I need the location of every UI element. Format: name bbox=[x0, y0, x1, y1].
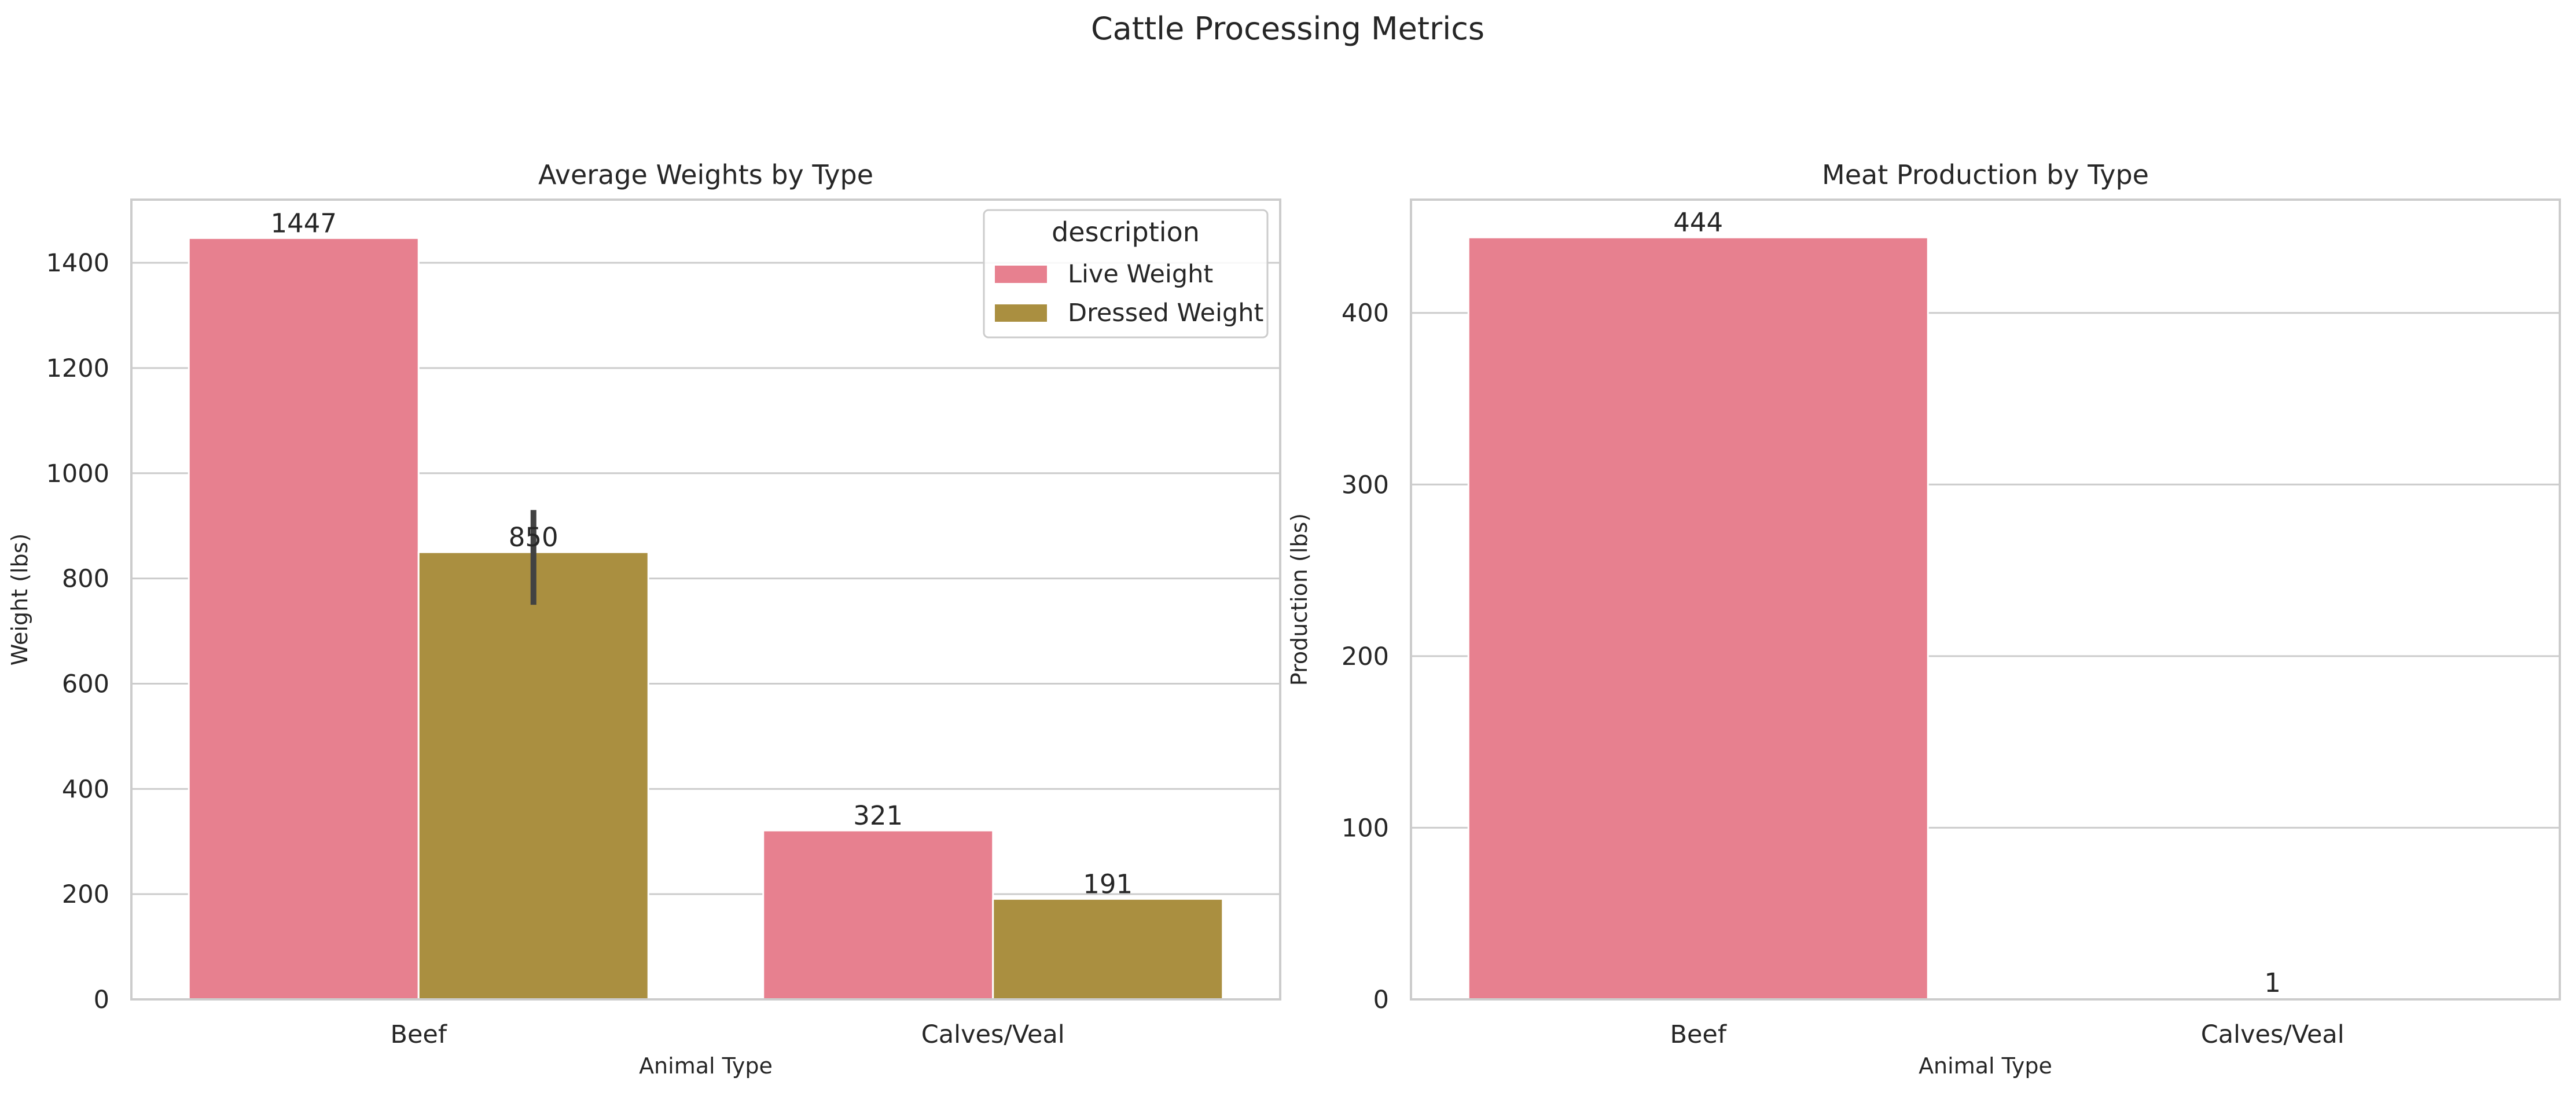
legend-box bbox=[983, 209, 1269, 339]
x-tick-label: Beef bbox=[1670, 1020, 1726, 1049]
y-tick-label: 0 bbox=[94, 985, 109, 1014]
chart-title: Meat Production by Type bbox=[1822, 159, 2149, 190]
y-axis-label: Weight (lbs) bbox=[7, 534, 32, 666]
legend-swatch bbox=[995, 266, 1047, 283]
legend-label: Dressed Weight bbox=[1068, 299, 1263, 328]
bar-value-label: 850 bbox=[509, 522, 558, 553]
y-tick-label: 200 bbox=[62, 880, 109, 909]
production-chart: 0 100 200 300 400 444 1 Beef Calves/Veal Meat Pro… bbox=[1287, 159, 2561, 1079]
y-tick-label: 1200 bbox=[46, 354, 109, 383]
y-tick-label: 400 bbox=[62, 775, 109, 804]
y-tick-label: 1400 bbox=[46, 249, 109, 278]
axes-frame bbox=[130, 198, 1281, 1001]
x-tick-label: Calves/Veal bbox=[2201, 1020, 2345, 1049]
x-tick-label: Calves/Veal bbox=[921, 1020, 1065, 1049]
y-axis-label: Production (lbs) bbox=[1287, 513, 1312, 686]
weights-chart: 0 200 400 600 800 1000 1200 1400 1447 321 850 191 Be… bbox=[7, 159, 1281, 1079]
y-tick-label: 200 bbox=[1342, 642, 1389, 671]
bar-value-label: 191 bbox=[1083, 869, 1133, 899]
y-tick-label: 600 bbox=[62, 670, 109, 698]
bar-value-label: 1447 bbox=[270, 208, 337, 238]
x-tick-label: Beef bbox=[390, 1020, 447, 1049]
bar bbox=[417, 551, 649, 1001]
y-tick-label: 800 bbox=[62, 565, 109, 594]
y-tick-label: 100 bbox=[1342, 814, 1389, 843]
legend-title: description bbox=[1052, 216, 1200, 248]
bar-value-label: 1 bbox=[2264, 968, 2281, 998]
chart-title: Average Weights by Type bbox=[538, 159, 873, 190]
axes-frame bbox=[1410, 198, 2561, 1001]
y-tick-label: 1000 bbox=[46, 459, 109, 488]
y-tick-label: 0 bbox=[1373, 985, 1389, 1014]
legend-swatch bbox=[995, 304, 1047, 322]
y-tick-label: 400 bbox=[1342, 299, 1389, 328]
bar bbox=[1467, 236, 1929, 1001]
bar-value-label: 321 bbox=[853, 800, 903, 831]
legend-label: Live Weight bbox=[1068, 260, 1213, 289]
bar-value-label: 444 bbox=[1673, 207, 1723, 238]
y-tick-label: 300 bbox=[1342, 470, 1389, 499]
bar bbox=[992, 898, 1224, 1001]
bar bbox=[188, 237, 420, 1001]
legend: description Live Weight Dressed Weight bbox=[983, 209, 1269, 339]
figure-title: Cattle Processing Metrics bbox=[1091, 10, 1484, 47]
x-axis-label: Animal Type bbox=[1919, 1053, 2052, 1079]
bar bbox=[762, 829, 994, 1001]
x-axis-label: Animal Type bbox=[639, 1053, 773, 1079]
